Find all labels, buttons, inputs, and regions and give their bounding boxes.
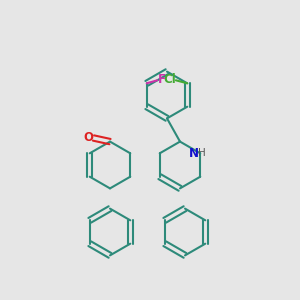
Text: H: H — [198, 148, 206, 158]
Text: Cl: Cl — [164, 73, 176, 86]
Text: O: O — [83, 130, 93, 144]
Text: N: N — [189, 147, 199, 160]
Text: F: F — [158, 73, 166, 86]
